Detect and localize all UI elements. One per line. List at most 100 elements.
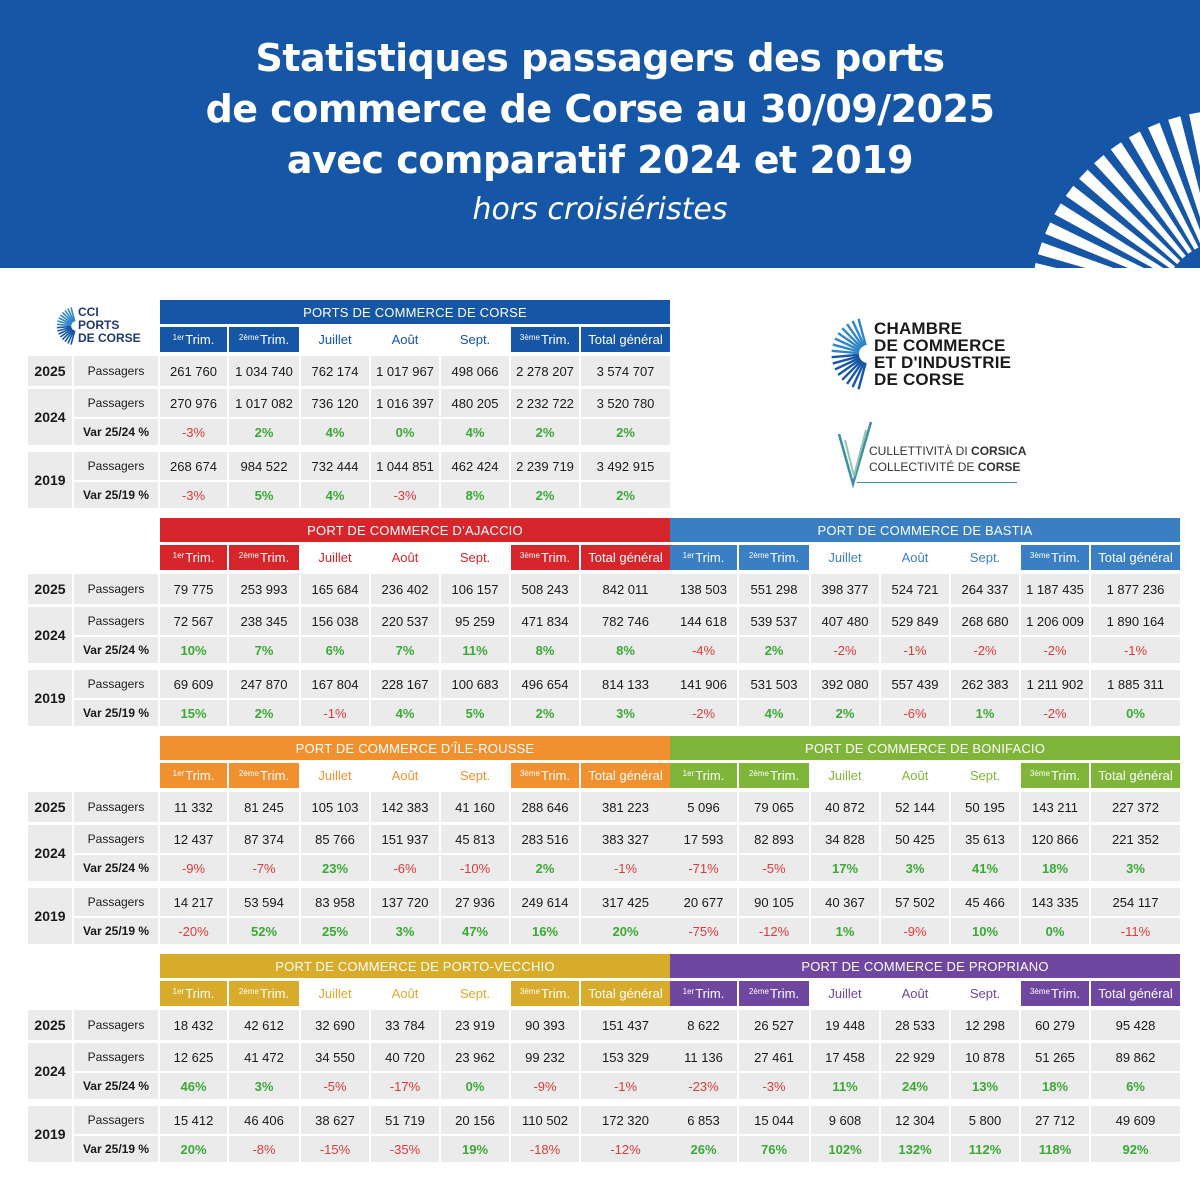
column-header: Total général (581, 545, 670, 570)
column-header: Sept. (441, 981, 509, 1006)
passenger-cell: 110 502 (511, 1106, 579, 1134)
variation-cell: 25% (301, 918, 369, 944)
variation-cell: -2% (811, 637, 879, 663)
row-label: Var 25/24 % (74, 1073, 158, 1099)
year-cell: 2025 (28, 792, 72, 822)
passenger-cell: 3 574 707 (581, 356, 670, 386)
passenger-cell: 782 746 (581, 607, 670, 635)
year-cell: 2024 (28, 1043, 72, 1099)
variation-cell: 8% (441, 482, 509, 508)
row-label: Passagers (74, 389, 158, 417)
variation-cell: 2% (511, 419, 579, 445)
row-label: Passagers (74, 607, 158, 635)
passenger-cell: 95 428 (1091, 1010, 1180, 1040)
variation-cell: 3% (581, 700, 670, 726)
passenger-cell: 498 066 (441, 356, 509, 386)
checkmark-logo-icon (837, 421, 873, 489)
column-header-label: Trim. (185, 332, 215, 347)
column-header-sup: 2ème (748, 987, 769, 996)
passenger-cell: 2 232 722 (511, 389, 579, 417)
fan-ray (1110, 142, 1192, 254)
passenger-cell: 167 804 (301, 670, 369, 698)
variation-cell: 2% (229, 419, 299, 445)
passenger-cell: 17 593 (670, 825, 737, 853)
variation-cell: 4% (441, 419, 509, 445)
variation-cell: -12% (581, 1136, 670, 1162)
column-header: 1er Trim. (670, 763, 737, 788)
passenger-cell: 1 044 851 (371, 452, 439, 480)
passenger-cell: 19 448 (811, 1010, 879, 1040)
variation-cell: 1% (811, 918, 879, 944)
passenger-cell: 1 017 967 (371, 356, 439, 386)
fan-ray (1168, 116, 1200, 218)
variation-cell: -75% (670, 918, 737, 944)
column-header-label: Trim. (1050, 768, 1081, 783)
variation-cell: 23% (301, 855, 369, 881)
logo-ray (58, 317, 72, 325)
passenger-cell: 106 157 (441, 574, 509, 604)
column-header-sup: 2ème (238, 551, 259, 560)
passenger-cell: 2 239 719 (511, 452, 579, 480)
title-line-1: Statistiques passagers des ports (255, 36, 946, 80)
passenger-cell: 984 522 (229, 452, 299, 480)
passenger-cell: 151 437 (581, 1010, 670, 1040)
column-header-label: Trim. (540, 550, 571, 565)
column-header-label: Trim. (540, 768, 571, 783)
column-header: Août (881, 763, 949, 788)
cci-ports-logo: CCI PORTS DE CORSE (48, 302, 158, 350)
column-header-sup: 1er (682, 987, 695, 996)
fan-ray (1034, 262, 1057, 268)
logo-ray (857, 318, 867, 346)
passenger-cell: 81 245 (229, 792, 299, 822)
passenger-cell: 142 383 (371, 792, 439, 822)
fan-ray (1045, 222, 1144, 268)
variation-cell: -4% (670, 637, 737, 663)
column-header: 3ème Trim. (511, 981, 579, 1006)
passenger-cell: 732 444 (301, 452, 369, 480)
column-header-sup: 1er (172, 987, 185, 996)
row-label: Passagers (74, 452, 158, 480)
fan-decoration-icon (1034, 112, 1200, 268)
variation-cell: 132% (881, 1136, 949, 1162)
passenger-cell: 524 721 (881, 574, 949, 604)
fan-ray (1094, 155, 1186, 259)
column-header-label: Sept. (459, 768, 491, 783)
table-title: PORT DE COMMERCE D’ÎLE-ROUSSE (160, 736, 670, 760)
passenger-cell: 22 929 (881, 1043, 949, 1071)
variation-cell: 18% (1021, 855, 1089, 881)
passenger-cell: 41 160 (441, 792, 509, 822)
passenger-cell: 1 017 082 (229, 389, 299, 417)
variation-cell: -5% (739, 855, 809, 881)
passenger-cell: 151 937 (371, 825, 439, 853)
column-header: 2ème Trim. (229, 763, 299, 788)
column-header-label: Trim. (769, 986, 800, 1001)
variation-cell: 3% (881, 855, 949, 881)
passenger-cell: 42 612 (229, 1010, 299, 1040)
logo-ray (841, 327, 863, 349)
passenger-cell: 270 976 (160, 389, 227, 417)
year-cell: 2024 (28, 389, 72, 445)
column-header-label: Sept. (459, 550, 491, 565)
variation-cell: 102% (811, 1136, 879, 1162)
column-header: Août (371, 763, 439, 788)
variation-cell: 11% (441, 637, 509, 663)
passenger-cell: 236 402 (371, 574, 439, 604)
column-header-label: Trim. (1050, 550, 1081, 565)
passenger-cell: 398 377 (811, 574, 879, 604)
variation-cell: 76% (739, 1136, 809, 1162)
column-header-sup: 3ème (519, 333, 540, 342)
passenger-cell: 392 080 (811, 670, 879, 698)
column-header-label: Juillet (828, 550, 862, 565)
passenger-cell: 736 120 (301, 389, 369, 417)
row-label: Passagers (74, 1106, 158, 1134)
passenger-cell: 249 614 (511, 888, 579, 916)
passenger-cell: 6 853 (670, 1106, 737, 1134)
column-header: Sept. (441, 763, 509, 788)
column-header: Août (371, 545, 439, 570)
column-header-label: Total général (1098, 986, 1173, 1001)
passenger-cell: 261 760 (160, 356, 227, 386)
logo-ray (834, 356, 861, 371)
column-header-sup: 1er (682, 769, 695, 778)
variation-cell: -17% (371, 1073, 439, 1099)
passenger-cell: 3 492 915 (581, 452, 670, 480)
